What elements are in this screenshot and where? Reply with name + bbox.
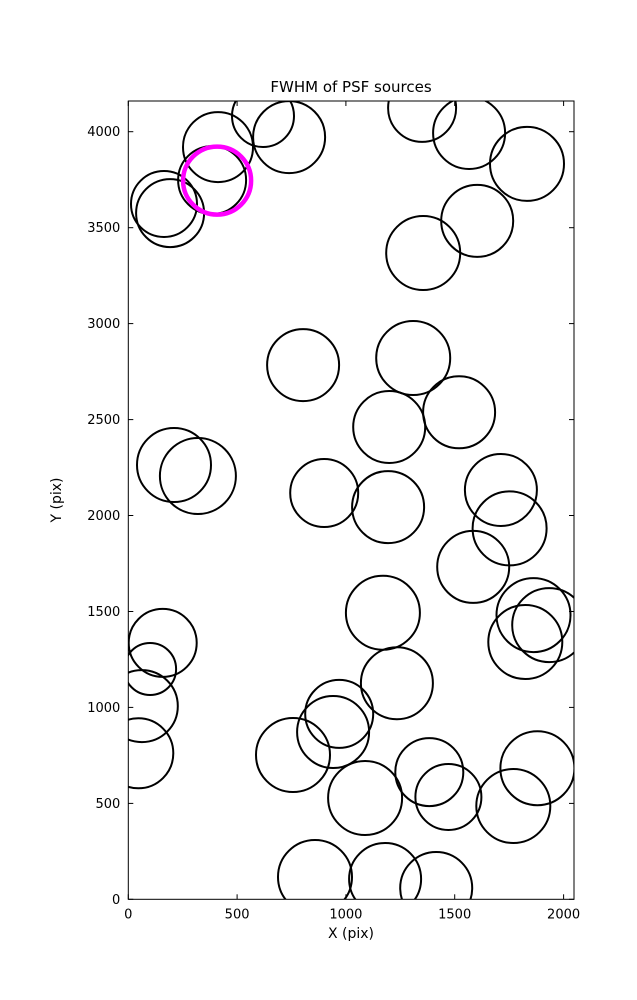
psf-circle xyxy=(128,717,175,790)
y-tick-label: 1500 xyxy=(87,605,120,620)
x-tick-label: 0 xyxy=(124,907,132,922)
psf-circle xyxy=(387,101,458,143)
psf-circle xyxy=(128,607,198,678)
psf-circle xyxy=(348,842,423,900)
psf-circle xyxy=(475,768,552,844)
psf-circle xyxy=(289,458,360,528)
psf-circle xyxy=(414,763,483,831)
x-tick-label: 1000 xyxy=(329,907,362,922)
axis-frame xyxy=(127,100,575,900)
psf-circle xyxy=(266,328,341,403)
psf-circle xyxy=(277,839,353,900)
y-tick-label: 2000 xyxy=(87,509,120,524)
psf-circle xyxy=(399,851,474,900)
psf-circle xyxy=(495,577,572,654)
y-tick-label: 1000 xyxy=(87,701,120,716)
psf-circle xyxy=(463,453,538,527)
y-tick-label: 3500 xyxy=(87,221,120,236)
psf-circle xyxy=(177,145,248,216)
psf-circle xyxy=(375,320,452,396)
psf-circle xyxy=(182,111,254,184)
chart-title: FWHM of PSF sources xyxy=(270,78,432,96)
psf-circle xyxy=(499,730,575,807)
psf-circle xyxy=(489,125,565,202)
x-tick-label: 500 xyxy=(225,907,250,922)
psf-circle xyxy=(128,642,178,696)
psf-circle xyxy=(158,437,237,515)
psf-circle xyxy=(440,183,515,258)
psf-circle xyxy=(351,470,426,545)
psf-circle xyxy=(304,678,375,749)
psf-circle xyxy=(130,170,198,238)
psf-circle xyxy=(252,101,327,175)
y-tick-label: 2500 xyxy=(87,413,120,428)
psf-circle xyxy=(128,669,179,744)
psf-circle xyxy=(422,375,497,450)
psf-circle xyxy=(385,215,462,291)
x-tick-label: 1500 xyxy=(438,907,471,922)
psf-circle xyxy=(511,587,575,664)
psf-circle xyxy=(327,760,404,836)
x-axis-label: X (pix) xyxy=(327,926,375,942)
psf-circles-layer xyxy=(128,101,575,900)
psf-circle xyxy=(344,574,421,651)
y-tick-label: 0 xyxy=(112,893,120,908)
x-tick-label: 2000 xyxy=(547,907,580,922)
psf-circle xyxy=(352,390,427,464)
y-tick-label: 500 xyxy=(95,797,120,812)
psf-circle xyxy=(136,427,212,503)
highlighted-psf-circle xyxy=(180,144,254,217)
psf-circle xyxy=(436,529,511,604)
y-axis-label: Y (pix) xyxy=(49,477,65,523)
psf-circle xyxy=(394,737,465,808)
psf-circle xyxy=(296,695,371,769)
psf-circle xyxy=(471,490,548,567)
psf-circle xyxy=(359,646,434,721)
y-tick-label: 3000 xyxy=(87,317,120,332)
psf-circle xyxy=(487,604,564,680)
y-tick-label: 4000 xyxy=(87,125,120,140)
psf-circle xyxy=(255,717,331,793)
